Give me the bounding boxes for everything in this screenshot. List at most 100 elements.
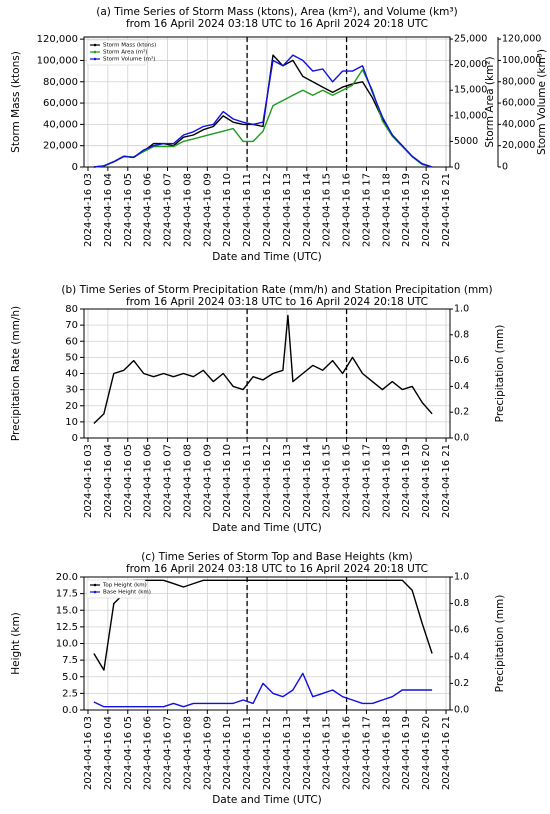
- x-tick-label: 2024-04-16 09: [202, 173, 213, 247]
- x-tick-label: 2024-04-16 06: [143, 716, 154, 790]
- x-tick-label: 2024-04-16 10: [222, 716, 233, 790]
- y-tick-label: 30: [65, 385, 78, 396]
- y2-tick-label: 0.2: [454, 407, 469, 418]
- y2-tick-label: 5000: [454, 136, 478, 147]
- x-tick-label: 2024-04-16 08: [182, 444, 193, 518]
- x-axis-label: Date and Time (UTC): [212, 251, 322, 263]
- x-axis-label: Date and Time (UTC): [212, 522, 322, 534]
- y2-axis-label: Precipitation (mm): [494, 325, 506, 423]
- y2-tick-label: 0.2: [454, 678, 469, 689]
- plot-frame: [83, 36, 451, 168]
- x-tick-label: 2024-04-16 12: [262, 444, 273, 518]
- y2-tick-label: 0.6: [454, 625, 469, 636]
- x-tick-label: 2024-04-16 17: [361, 716, 372, 790]
- x-tick-label: 2024-04-16 16: [342, 173, 353, 247]
- y3-tick-label: 60,000: [502, 98, 535, 109]
- x-tick-label: 2024-04-16 06: [143, 444, 154, 518]
- x-tick-label: 2024-04-16 15: [322, 173, 333, 247]
- x-tick-label: 2024-04-16 17: [361, 173, 372, 247]
- x-tick-label: 2024-04-16 05: [123, 173, 134, 247]
- x-tick-label: 2024-04-16 09: [202, 444, 213, 518]
- y2-tick-label: 0.0: [454, 433, 469, 444]
- x-tick-label: 2024-04-16 21: [441, 716, 452, 790]
- x-tick-label: 2024-04-16 21: [441, 173, 452, 247]
- y-tick-label: 80: [65, 304, 78, 315]
- y2-tick-label: 0.8: [454, 329, 469, 340]
- x-tick-label: 2024-04-16 04: [103, 716, 114, 790]
- y3-tick-label: 100,000: [502, 55, 541, 66]
- y-tick-label: 10: [65, 417, 78, 428]
- x-tick-label: 2024-04-16 14: [302, 716, 313, 790]
- chart-subtitle: from 16 April 2024 03:18 UTC to 16 April…: [126, 296, 428, 308]
- y-tick-label: 0: [72, 162, 78, 173]
- y-tick-label: 17.5: [56, 589, 78, 600]
- y-tick-label: 12.5: [56, 622, 78, 633]
- y2-tick-label: 20,000: [454, 59, 487, 70]
- chart-subtitle: from 16 April 2024 03:18 UTC to 16 April…: [126, 18, 428, 30]
- series-line: [93, 672, 433, 708]
- y-tick-label: 80,000: [43, 77, 78, 88]
- x-tick-label: 2024-04-16 18: [381, 444, 392, 518]
- y2-tick-label: 15,000: [454, 85, 487, 96]
- legend-label: Top Height (km): [102, 583, 147, 589]
- y-tick-label: 20.0: [56, 572, 78, 583]
- y2-tick-label: 0.6: [454, 355, 469, 366]
- y3-tick-label: 20,000: [502, 140, 535, 151]
- x-tick-label: 2024-04-16 14: [302, 444, 313, 518]
- y3-tick-label: 80,000: [502, 76, 535, 87]
- x-tick-label: 2024-04-16 15: [322, 444, 333, 518]
- y2-tick-label: 0.0: [454, 705, 469, 716]
- y-tick-label: 0: [72, 433, 78, 444]
- y3-tick-label: 0: [502, 162, 508, 173]
- y3-axis-label: Storm Volume (km³): [536, 49, 548, 155]
- legend-box: [86, 579, 146, 599]
- chart-subtitle: from 16 April 2024 03:18 UTC to 16 April…: [126, 563, 428, 575]
- y-tick-label: 0.0: [62, 705, 78, 716]
- x-tick-label: 2024-04-16 14: [302, 173, 313, 247]
- x-tick-label: 2024-04-16 13: [282, 444, 293, 518]
- y2-tick-label: 25,000: [454, 34, 487, 45]
- x-tick-label: 2024-04-16 20: [421, 173, 432, 247]
- legend-marker: [93, 50, 97, 54]
- x-tick-label: 2024-04-16 11: [242, 716, 253, 790]
- x-tick-label: 2024-04-16 20: [421, 716, 432, 790]
- legend-label: Storm Volume (m³): [103, 56, 155, 63]
- x-tick-label: 2024-04-16 20: [421, 444, 432, 518]
- y2-tick-label: 10,000: [454, 110, 487, 121]
- y-tick-label: 7.5: [62, 655, 78, 666]
- x-tick-label: 2024-04-16 03: [83, 716, 94, 790]
- y-tick-label: 40: [65, 369, 78, 380]
- chart-title: (a) Time Series of Storm Mass (ktons), A…: [96, 6, 457, 18]
- x-tick-label: 2024-04-16 19: [401, 444, 412, 518]
- y2-tick-label: 0.8: [454, 598, 469, 609]
- y-axis-label: Height (km): [10, 612, 22, 675]
- x-tick-label: 2024-04-16 12: [262, 173, 273, 247]
- series-line: [93, 54, 433, 168]
- x-tick-label: 2024-04-16 15: [322, 716, 333, 790]
- y-tick-label: 70: [65, 320, 78, 331]
- x-tick-label: 2024-04-16 21: [441, 444, 452, 518]
- y-axis-label: Precipitation Rate (mm/h): [10, 306, 22, 441]
- x-tick-label: 2024-04-16 16: [342, 716, 353, 790]
- y2-axis-label: Storm Area (km²): [484, 56, 496, 147]
- x-tick-label: 2024-04-16 12: [262, 716, 273, 790]
- x-tick-label: 2024-04-16 17: [361, 444, 372, 518]
- x-tick-label: 2024-04-16 03: [83, 173, 94, 247]
- y-axis-label: Storm Mass (ktons): [10, 51, 22, 153]
- x-tick-label: 2024-04-16 08: [182, 173, 193, 247]
- y-tick-label: 100,000: [37, 55, 78, 66]
- legend-marker: [93, 590, 97, 594]
- legend-marker: [93, 583, 97, 587]
- legend-label: Storm Area (m²): [103, 49, 148, 56]
- plot-frame: [83, 308, 451, 439]
- legend-label: Base Height (km): [103, 590, 151, 596]
- x-tick-label: 2024-04-16 19: [401, 716, 412, 790]
- x-tick-label: 2024-04-16 18: [381, 716, 392, 790]
- plot-frame: [83, 576, 451, 711]
- x-tick-label: 2024-04-16 10: [222, 444, 233, 518]
- x-tick-label: 2024-04-16 08: [182, 716, 193, 790]
- y2-tick-label: 1.0: [454, 304, 469, 315]
- y-tick-label: 40,000: [43, 119, 78, 130]
- x-tick-label: 2024-04-16 13: [282, 173, 293, 247]
- x-tick-label: 2024-04-16 07: [163, 173, 174, 247]
